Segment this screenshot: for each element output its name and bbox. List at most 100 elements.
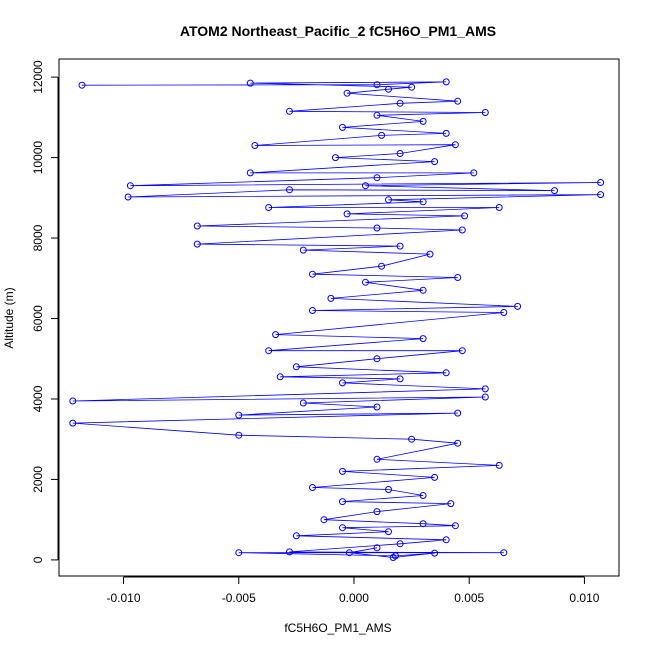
- data-point: [419, 117, 427, 125]
- data-point: [339, 379, 346, 387]
- x-axis-label: fC5H6O_PM1_AMS: [284, 621, 391, 635]
- data-point: [442, 78, 450, 86]
- data-point: [309, 307, 316, 314]
- data-point: [431, 473, 439, 481]
- data-point: [385, 486, 392, 493]
- data-point: [551, 187, 558, 195]
- data-point: [396, 242, 404, 250]
- data-point: [69, 397, 77, 405]
- data-point: [458, 347, 466, 355]
- data-point: [292, 532, 300, 540]
- data-point: [458, 226, 466, 234]
- plot-frame: [58, 58, 620, 577]
- data-point: [389, 554, 397, 561]
- data-point: [78, 81, 86, 89]
- data-point: [193, 240, 201, 248]
- data-point: [431, 158, 439, 166]
- data-point: [309, 484, 316, 491]
- data-point: [396, 375, 404, 383]
- data-point: [343, 89, 351, 97]
- data-point: [373, 111, 381, 119]
- x-axis: -0.010 -0.005 0.000 0.005 0.010: [107, 576, 600, 605]
- y-tick-label: 8000: [31, 224, 45, 251]
- data-point: [451, 522, 459, 530]
- data-point: [419, 520, 427, 528]
- data-point: [286, 548, 293, 556]
- y-tick-label: 12000: [31, 60, 45, 94]
- y-tick-label: 4000: [31, 385, 45, 412]
- data-point: [447, 500, 455, 508]
- data-point: [500, 309, 508, 316]
- x-tick-label: 0.000: [339, 591, 369, 605]
- data-point: [251, 142, 259, 149]
- data-point: [124, 193, 132, 201]
- data-point: [408, 435, 416, 443]
- data-point: [235, 431, 243, 439]
- data-point: [292, 363, 300, 371]
- data-point: [343, 210, 351, 218]
- data-point: [597, 191, 605, 199]
- y-tick-label: 2000: [31, 466, 45, 493]
- y-tick-label: 0: [31, 556, 45, 563]
- data-point: [309, 270, 316, 278]
- data-point: [276, 373, 284, 381]
- data-point: [246, 79, 254, 87]
- data-point: [454, 97, 462, 105]
- data-point: [495, 461, 503, 469]
- x-tick-label: 0.010: [569, 591, 599, 605]
- data-point: [378, 131, 386, 139]
- data-point: [454, 409, 462, 417]
- data-point: [500, 549, 508, 557]
- y-tick-label: 10000: [31, 141, 45, 175]
- data-point: [481, 109, 489, 116]
- data-point: [69, 419, 77, 427]
- data-point: [426, 250, 434, 258]
- data-point: [373, 403, 381, 411]
- data-point: [272, 331, 280, 339]
- data-point: [514, 302, 522, 310]
- y-axis: 0 2000 4000 6000 8000 10000 12000: [31, 60, 59, 563]
- data-point: [385, 196, 392, 204]
- data-point: [461, 212, 469, 220]
- data-point: [454, 439, 462, 447]
- data-point: [481, 385, 489, 393]
- x-tick-label: -0.010: [107, 591, 141, 605]
- data-point: [442, 129, 450, 137]
- data-point: [339, 498, 346, 506]
- data-point: [454, 274, 462, 281]
- data-point: [419, 198, 427, 206]
- data-point: [362, 278, 369, 286]
- data-point: [339, 524, 346, 532]
- data-point: [597, 179, 605, 186]
- data-point: [299, 246, 307, 254]
- data-point: [373, 355, 381, 363]
- data-point: [385, 528, 392, 536]
- data-point: [320, 516, 328, 524]
- data-point: [419, 335, 427, 343]
- data-point: [373, 81, 381, 89]
- data-point: [431, 549, 439, 557]
- data-point: [396, 150, 404, 157]
- data-point: [265, 204, 273, 211]
- data-point: [385, 85, 392, 93]
- data-point: [419, 286, 427, 294]
- y-tick-label: 6000: [31, 305, 45, 332]
- data-point: [378, 262, 386, 270]
- data-point: [327, 294, 335, 302]
- data-point: [396, 99, 404, 107]
- data-point: [362, 182, 369, 190]
- data-point: [470, 169, 478, 177]
- data-point: [408, 83, 416, 91]
- data-point: [286, 107, 293, 115]
- x-tick-label: -0.005: [222, 591, 256, 605]
- data-point: [265, 347, 273, 355]
- data-point: [442, 536, 450, 544]
- data-point: [339, 467, 346, 475]
- data-point: [286, 186, 293, 194]
- data-point: [246, 169, 254, 177]
- data-point: [396, 540, 404, 548]
- data-point: [451, 141, 459, 149]
- data-point: [495, 204, 503, 211]
- data-point: [419, 492, 427, 499]
